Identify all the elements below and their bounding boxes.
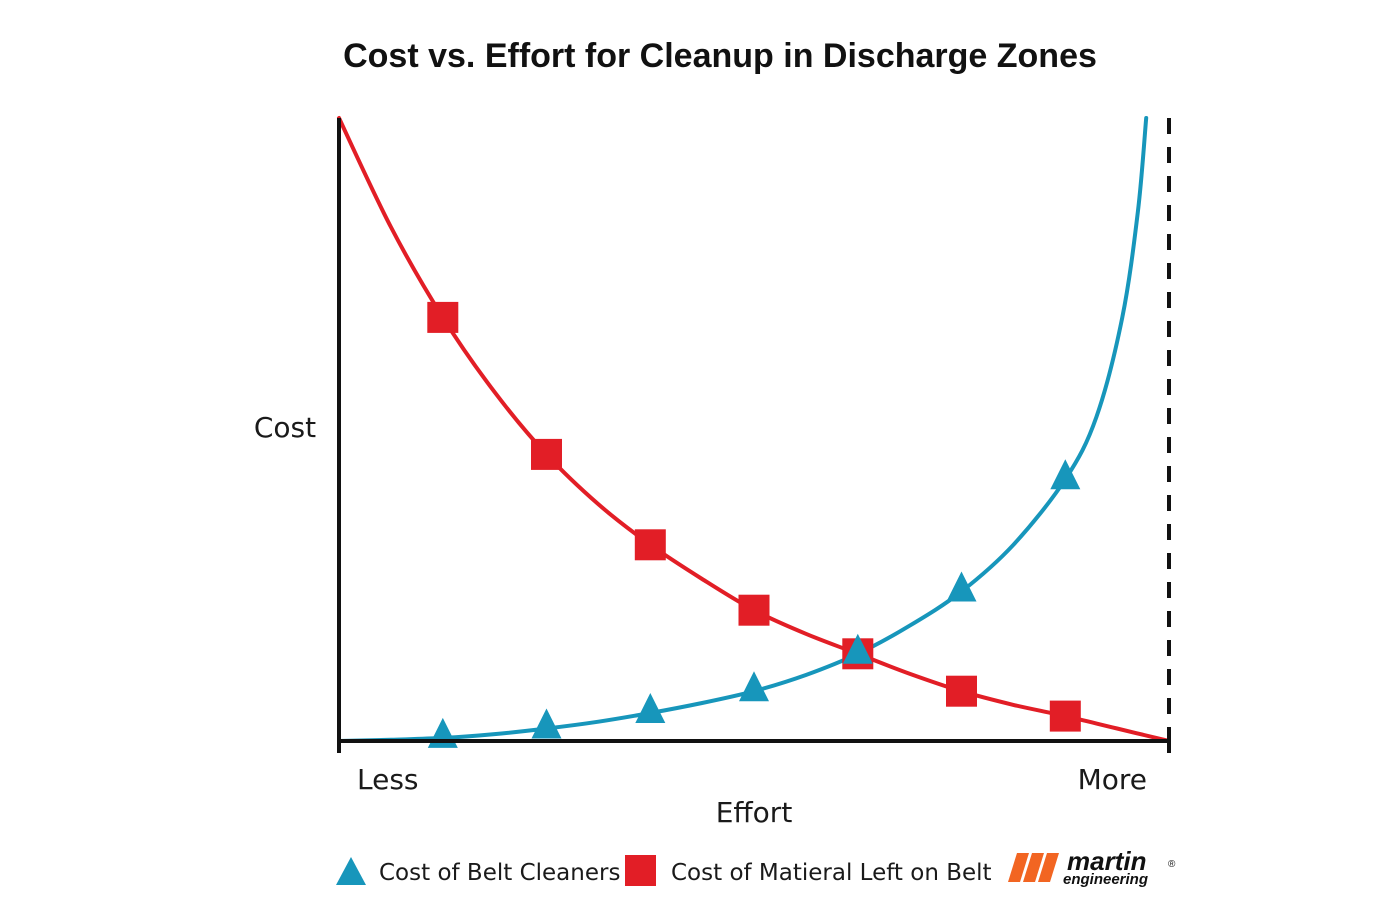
legend-triangle-marker (336, 857, 366, 885)
martin-logo-wordmark: martin (1067, 846, 1146, 876)
data-point-belt-cleaners-3 (635, 693, 666, 723)
x-tick-label-less: Less (357, 763, 419, 796)
data-point-belt-cleaners-7 (1050, 459, 1081, 490)
data-point-belt-cleaners-6 (946, 571, 977, 602)
chart-title: Cost vs. Effort for Cleanup in Discharge… (343, 37, 1097, 75)
martin-logo-tagline: engineering (1063, 871, 1148, 888)
x-tick-label-more: More (1078, 763, 1147, 796)
y-axis-label: Cost (254, 411, 316, 444)
series-line-belt-cleaners (337, 116, 1149, 743)
martin-engineering-logo: martin engineering ® (1008, 846, 1176, 888)
data-point-material-left-3 (634, 529, 666, 561)
curves-layer (337, 116, 1171, 743)
data-point-belt-cleaners-5 (842, 633, 873, 664)
legend: Cost of Belt Cleaners Cost of Matieral L… (336, 855, 992, 886)
x-axis-label: Effort (716, 796, 793, 829)
legend-label-material-left: Cost of Matieral Left on Belt (671, 860, 992, 886)
markers-layer (427, 301, 1081, 748)
legend-label-belt-cleaners: Cost of Belt Cleaners (379, 860, 620, 886)
martin-logo-mark (1008, 853, 1059, 882)
registered-mark: ® (1168, 859, 1176, 870)
series-line-material-left (337, 116, 1171, 743)
data-point-material-left-6 (946, 675, 977, 707)
data-point-material-left-4 (738, 594, 770, 626)
legend-square-marker (625, 855, 656, 886)
data-point-belt-cleaners-1 (427, 717, 458, 748)
data-point-material-left-2 (531, 438, 562, 470)
data-point-belt-cleaners-2 (531, 708, 562, 739)
data-point-material-left-7 (1049, 700, 1081, 732)
data-point-material-left-1 (427, 301, 459, 333)
data-point-belt-cleaners-4 (739, 671, 769, 702)
